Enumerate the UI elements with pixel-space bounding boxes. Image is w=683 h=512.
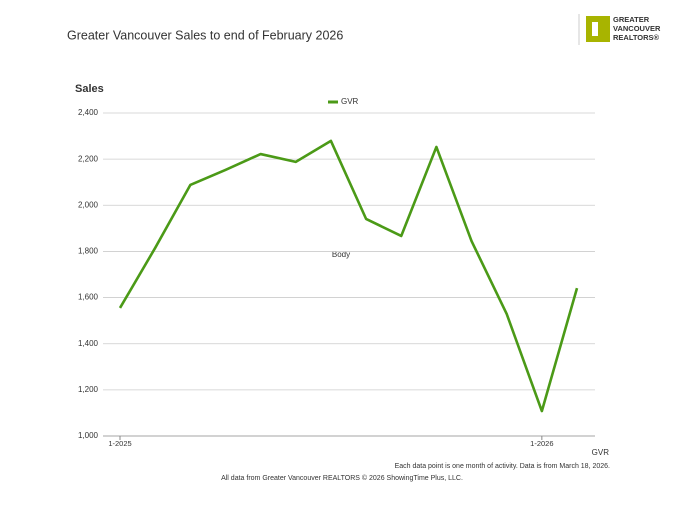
y-title: Sales — [75, 83, 104, 95]
legend-label: GVR — [341, 97, 359, 106]
x-axis-label: GVR — [592, 448, 610, 457]
y-tick-label: 1,400 — [78, 339, 99, 348]
source: All data from Greater Vancouver REALTORS… — [221, 474, 463, 482]
y-tick-label: 2,200 — [78, 154, 99, 163]
logo-text: GREATER — [613, 15, 650, 24]
logo-text: REALTORS® — [613, 33, 660, 42]
y-tick-label: 1,600 — [78, 293, 99, 302]
y-tick-label: 1,800 — [78, 247, 99, 256]
y-tick-label: 1,200 — [78, 385, 99, 394]
line — [118, 139, 579, 413]
logo-text: VANCOUVER — [613, 24, 661, 33]
footnote: Each data point is one month of activity… — [395, 463, 610, 470]
page-title: Greater Vancouver Sales to end of Februa… — [67, 28, 343, 42]
x-tick-label: 1-2025 — [108, 439, 131, 448]
y-tick-label: 2,000 — [78, 200, 99, 209]
annotation: Body — [332, 250, 350, 259]
logo-icon-detail — [592, 22, 598, 36]
y-tick-label: 2,400 — [78, 108, 99, 117]
y-tick-label: 1,000 — [78, 431, 99, 440]
x-tick-label: 1-2026 — [530, 439, 553, 448]
